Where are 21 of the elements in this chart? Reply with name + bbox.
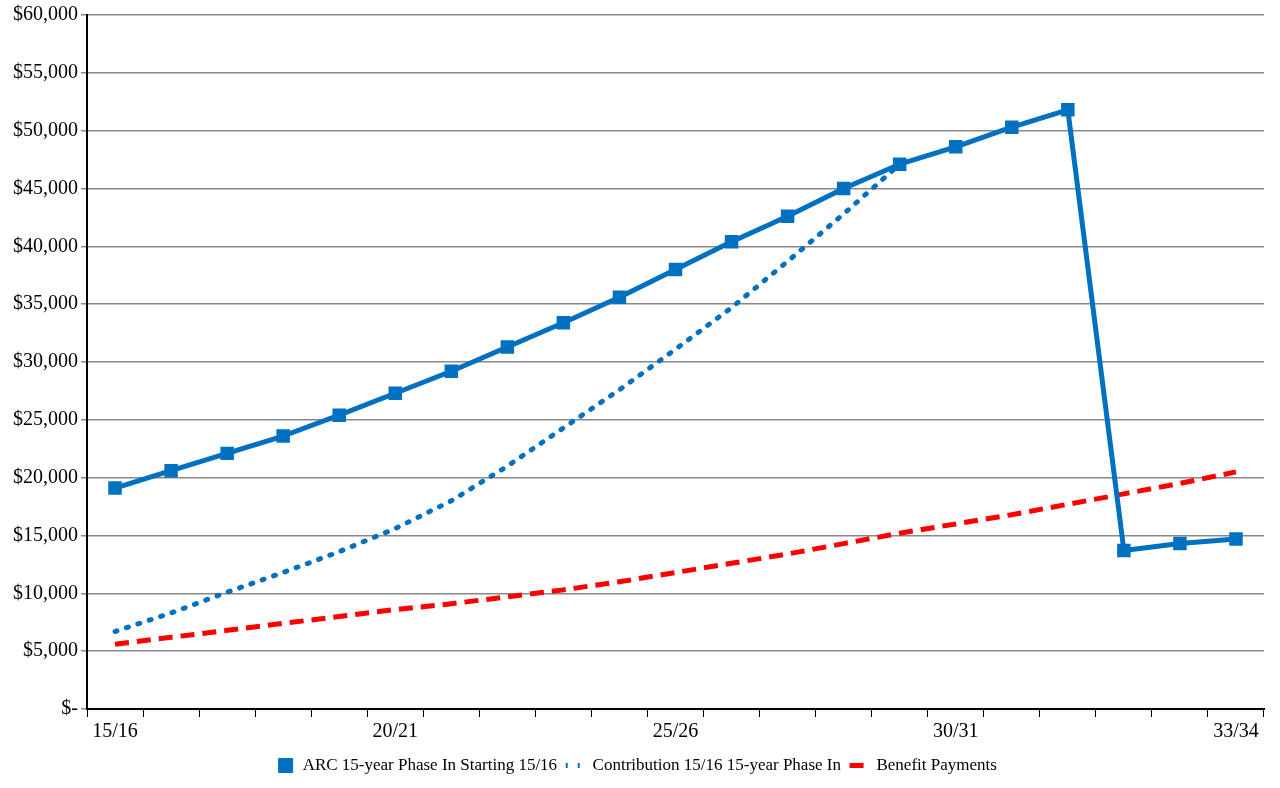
x-tick-label: 33/34 [1213,719,1259,742]
y-tick-label: $25,000 [13,407,78,430]
x-tick-label: 30/31 [932,719,979,742]
y-tick-label: $5,000 [23,638,78,661]
legend-label: Contribution 15/16 15-year Phase In [592,754,842,774]
legend-label: ARC 15-year Phase In Starting 15/16 [302,754,558,774]
y-tick-label: $20,000 [13,464,78,487]
y-tick-label: $55,000 [13,60,78,83]
y-tick-label: $50,000 [13,117,78,140]
x-tick-label: 25/26 [652,719,699,742]
y-tick-label: $15,000 [13,522,78,545]
y-tick-label: $60,000 [13,2,78,25]
y-tick-label: $40,000 [13,233,78,256]
y-tick-label: $30,000 [13,349,78,372]
y-tick-label: $35,000 [13,291,78,314]
y-tick-label: $10,000 [13,580,78,603]
x-tick-label: 20/21 [372,719,419,742]
x-tick-label: 15/16 [92,719,138,742]
y-tick-label: $- [61,696,78,719]
legend-label: Benefit Payments [876,754,997,774]
y-tick-label: $45,000 [13,175,78,198]
